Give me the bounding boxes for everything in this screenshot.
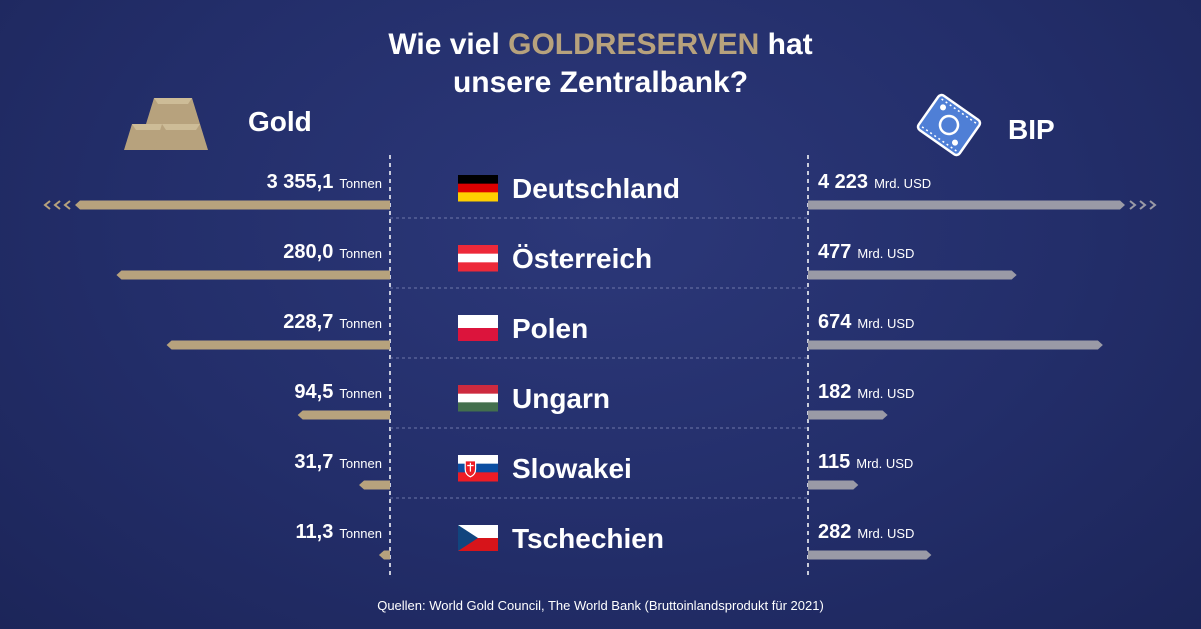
bip-bar xyxy=(808,270,1017,280)
gold-value-label: 11,3 Tonnen xyxy=(296,521,382,543)
gold-bar xyxy=(378,550,390,560)
data-row: 31,7 Tonnen 115 Mrd. USD Slowakei xyxy=(294,451,913,490)
bip-bar xyxy=(808,200,1125,210)
gold-label: Gold xyxy=(248,106,312,137)
country-label: Slowakei xyxy=(512,453,632,484)
flag-hu-icon xyxy=(458,385,498,412)
gold-bar xyxy=(116,270,390,280)
data-row: 11,3 Tonnen 282 Mrd. USD Tschechien xyxy=(296,521,932,560)
bip-bar xyxy=(808,550,932,560)
gold-bar xyxy=(166,340,390,350)
bip-bar xyxy=(808,340,1103,350)
chart-title: Wie viel GOLDRESERVEN hat unsere Zentral… xyxy=(388,28,813,99)
gold-value-label: 280,0 Tonnen xyxy=(283,241,382,263)
gold-bars-icon xyxy=(124,98,208,150)
bip-truncation-chevrons-icon xyxy=(1129,200,1157,210)
country-label: Polen xyxy=(512,313,588,344)
gold-value-label: 228,7 Tonnen xyxy=(283,311,382,333)
bip-bar xyxy=(808,480,859,490)
gold-value-label: 3 355,1 Tonnen xyxy=(267,171,382,193)
country-label: Deutschland xyxy=(512,173,680,204)
flag-de-icon xyxy=(458,175,498,202)
data-row: 94,5 Tonnen 182 Mrd. USD Ungarn xyxy=(294,381,914,420)
country-label: Ungarn xyxy=(512,383,610,414)
flag-pl-icon xyxy=(458,315,498,341)
data-row: 280,0 Tonnen 477 Mrd. USD Österreich xyxy=(116,241,1017,280)
gold-bar xyxy=(359,480,390,490)
flag-at-icon xyxy=(458,245,498,272)
flag-sk-icon xyxy=(458,455,498,482)
banknote-icon xyxy=(916,93,982,157)
gold-bar xyxy=(75,200,390,210)
source-note: Quellen: World Gold Council, The World B… xyxy=(377,598,824,613)
data-row: 3 355,1 Tonnen 4 223 Mrd. USD Deutschland xyxy=(43,171,1157,210)
gold-truncation-chevrons-icon xyxy=(43,200,71,210)
gold-value-label: 31,7 Tonnen xyxy=(294,451,382,473)
bip-label: BIP xyxy=(1008,114,1055,145)
data-row: 228,7 Tonnen 674 Mrd. USD Polen xyxy=(166,311,1103,350)
flag-cz-icon xyxy=(458,525,498,551)
title-highlight: GOLDRESERVEN xyxy=(508,28,760,61)
bip-bar xyxy=(808,410,888,420)
bip-value-label: 115 Mrd. USD xyxy=(818,451,913,473)
bip-value-label: 282 Mrd. USD xyxy=(818,521,914,543)
bip-value-label: 477 Mrd. USD xyxy=(818,241,914,263)
gold-value-label: 94,5 Tonnen xyxy=(294,381,382,403)
bip-value-label: 182 Mrd. USD xyxy=(818,381,914,403)
bip-value-label: 674 Mrd. USD xyxy=(818,311,914,333)
bip-value-label: 4 223 Mrd. USD xyxy=(818,171,931,193)
gold-bar xyxy=(297,410,390,420)
country-label: Tschechien xyxy=(512,523,664,554)
country-label: Österreich xyxy=(512,243,652,274)
